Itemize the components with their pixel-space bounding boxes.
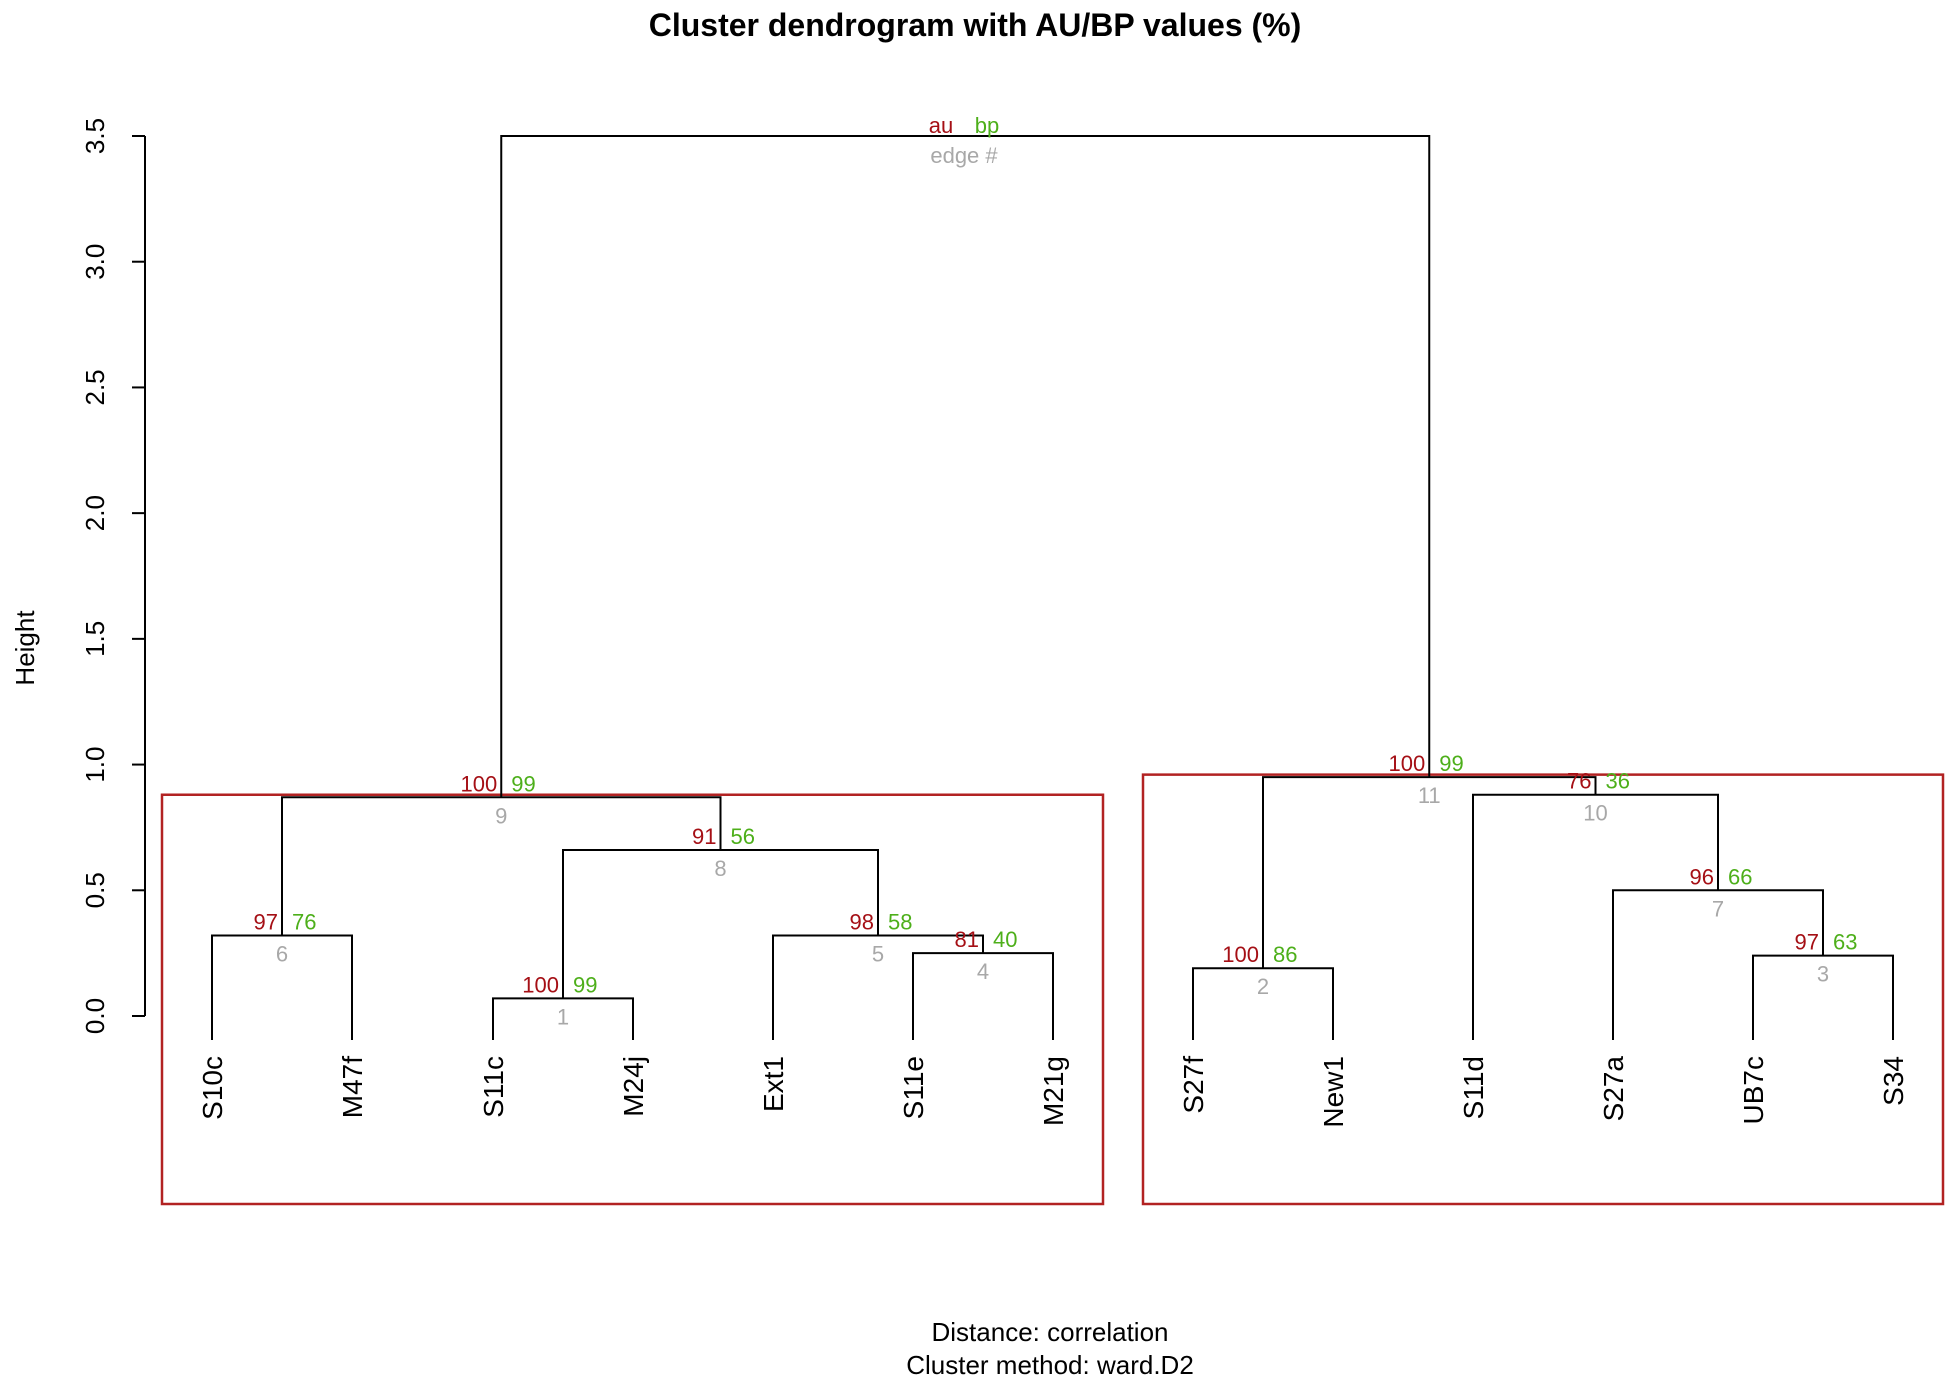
leaf-label-M21g: M21g: [1038, 1056, 1069, 1126]
chart-title: Cluster dendrogram with AU/BP values (%): [649, 7, 1302, 43]
y-tick-label: 1.5: [80, 621, 110, 657]
bp-value-7: 66: [1728, 864, 1752, 889]
edge-number-4: 4: [977, 959, 989, 984]
legend-edge: edge #: [930, 143, 998, 168]
dendrogram-branches: [211, 135, 1894, 1040]
au-value-7: 96: [1690, 864, 1714, 889]
au-value-8: 91: [692, 824, 716, 849]
bp-value-1: 99: [573, 972, 597, 997]
au-value-5: 98: [850, 910, 874, 935]
branch-edge-5: [772, 934, 984, 1040]
bp-value-11: 99: [1439, 751, 1463, 776]
y-tick-label: 2.0: [80, 495, 110, 531]
leaf-label-S11e: S11e: [898, 1056, 929, 1119]
leaf-label-New1: New1: [1318, 1056, 1349, 1128]
bp-value-2: 86: [1273, 942, 1297, 967]
au-value-2: 100: [1222, 942, 1259, 967]
y-tick-label: 1.0: [80, 746, 110, 782]
edge-number-5: 5: [872, 942, 884, 967]
leaf-label-S34: S34: [1878, 1056, 1909, 1106]
edge-number-11: 11: [1418, 783, 1441, 808]
cluster-boxes: [160, 773, 1945, 1206]
au-value-3: 97: [1795, 930, 1819, 955]
bp-value-3: 63: [1833, 930, 1857, 955]
y-tick-label: 3.5: [80, 118, 110, 154]
bp-value-6: 76: [292, 910, 316, 935]
bp-value-5: 58: [888, 910, 912, 935]
edge-number-2: 2: [1257, 974, 1269, 999]
branch-edge-4: [912, 952, 1054, 1040]
bp-value-4: 40: [993, 927, 1017, 952]
cluster-method-label: Cluster method: ward.D2: [906, 1350, 1194, 1379]
leaf-label-S10c: S10c: [197, 1056, 228, 1120]
branch-edge-11: [1262, 776, 1597, 969]
au-value-6: 97: [254, 910, 278, 935]
leaf-label-UB7c: UB7c: [1738, 1056, 1769, 1124]
au-bp-legend: au bp edge #: [929, 113, 999, 168]
legend-au: au: [929, 113, 953, 138]
branch-edge-6: [211, 934, 353, 1040]
branch-edge-2: [1192, 967, 1334, 1040]
au-value-1: 100: [522, 972, 559, 997]
leaf-label-S11d: S11d: [1458, 1056, 1489, 1119]
au-value-4: 81: [955, 927, 979, 952]
leaf-label-Ext1: Ext1: [758, 1056, 789, 1112]
edge-number-7: 7: [1712, 896, 1724, 921]
y-tick-label: 3.0: [80, 244, 110, 280]
cluster-box-1: [160, 793, 1105, 1206]
branch-edge-12: [500, 135, 1431, 798]
bp-value-10: 36: [1606, 769, 1630, 794]
bp-value-9: 99: [511, 771, 535, 796]
leaf-label-M24j: M24j: [618, 1056, 649, 1117]
edge-number-10: 10: [1583, 801, 1607, 826]
edge-number-3: 3: [1817, 962, 1829, 987]
y-tick-label: 2.5: [80, 369, 110, 405]
y-axis-ticks: 0.0 0.5 1.0 1.5 2.0 2.5 3.0 3.5: [80, 118, 145, 1034]
leaf-label-S11c: S11c: [478, 1056, 509, 1118]
au-value-10: 76: [1567, 769, 1591, 794]
edge-number-8: 8: [714, 856, 726, 881]
y-tick-label: 0.0: [80, 998, 110, 1034]
legend-bp: bp: [975, 113, 999, 138]
au-value-9: 100: [461, 771, 498, 796]
edge-number-1: 1: [557, 1004, 569, 1029]
bp-value-8: 56: [731, 824, 755, 849]
branch-edge-10: [1472, 793, 1719, 1040]
edge-number-6: 6: [276, 942, 288, 967]
leaf-label-M47f: M47f: [337, 1056, 368, 1118]
cluster-box-2: [1141, 773, 1945, 1206]
edge-number-9: 9: [495, 803, 507, 828]
leaf-label-S27f: S27f: [1178, 1056, 1209, 1114]
branch-edge-7: [1612, 889, 1824, 1040]
y-axis-label: Height: [10, 610, 40, 686]
distance-label: Distance: correlation: [932, 1317, 1169, 1347]
y-tick-label: 0.5: [80, 872, 110, 908]
leaf-label-S27a: S27a: [1598, 1056, 1629, 1122]
leaf-labels: S10c M47f S11c M24j Ext1 S11e M21g S27f New1 S11d…: [197, 1056, 1909, 1128]
au-value-11: 100: [1389, 751, 1426, 776]
